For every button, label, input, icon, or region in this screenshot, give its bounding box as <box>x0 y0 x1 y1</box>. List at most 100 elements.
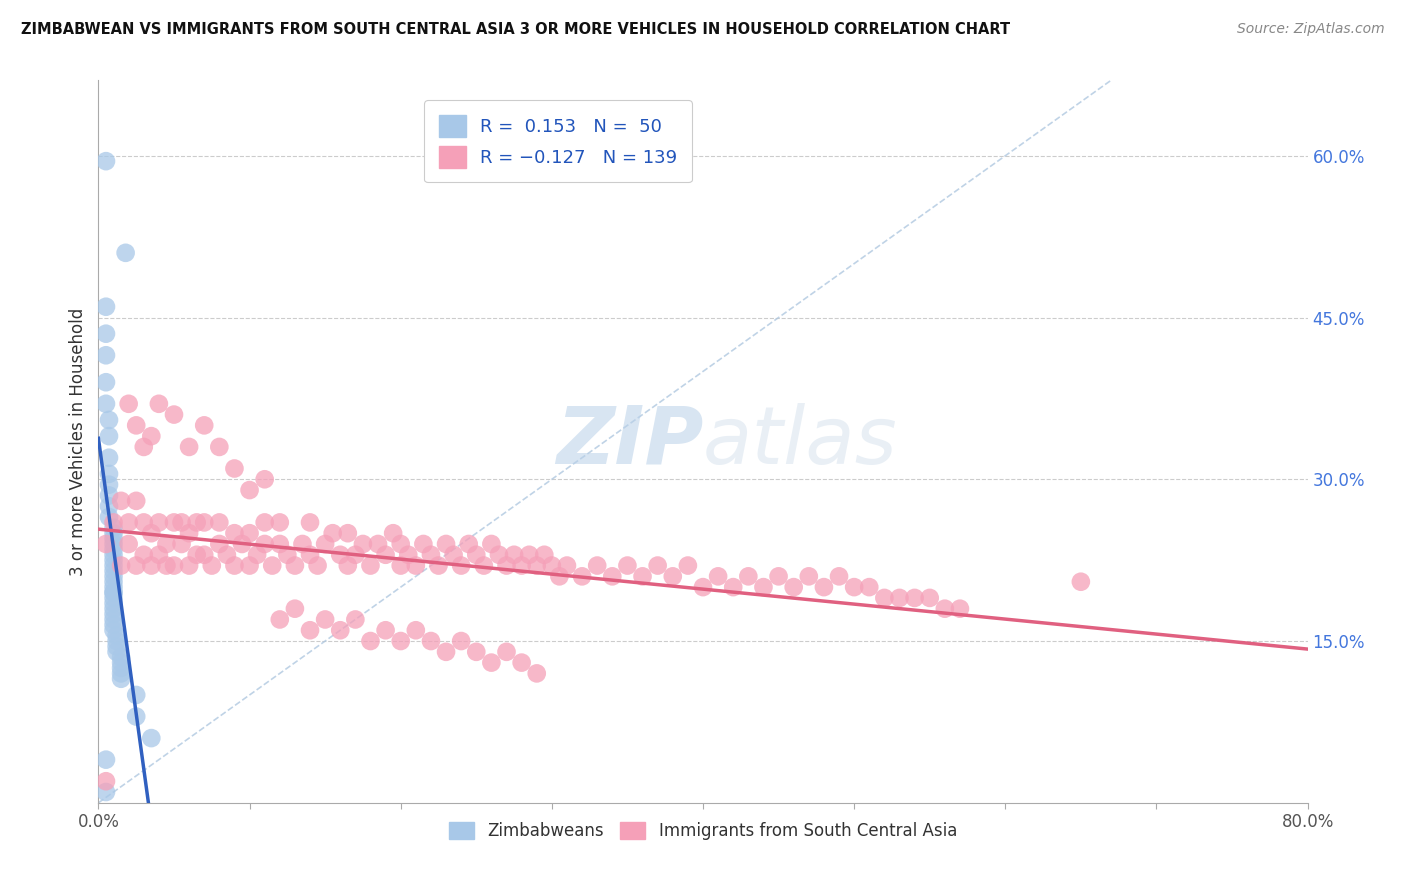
Point <box>98 429 121 443</box>
Point <box>215 548 238 562</box>
Point <box>103 553 125 567</box>
Point <box>94 753 117 767</box>
Point <box>105 629 128 643</box>
Point <box>132 440 155 454</box>
Point <box>110 650 132 665</box>
Point <box>103 564 125 578</box>
Point <box>148 548 170 562</box>
Point <box>412 537 434 551</box>
Point <box>253 537 276 551</box>
Point <box>540 558 562 573</box>
Point <box>586 558 609 573</box>
Point <box>98 450 121 465</box>
Text: atlas: atlas <box>703 402 898 481</box>
Point <box>602 569 624 583</box>
Point <box>904 591 927 605</box>
Point <box>105 640 128 654</box>
Point <box>103 601 125 615</box>
Point <box>231 537 253 551</box>
Point <box>155 558 177 573</box>
Point <box>284 601 307 615</box>
Point <box>179 558 201 573</box>
Point <box>94 785 117 799</box>
Point <box>98 488 121 502</box>
Point <box>450 634 472 648</box>
Point <box>179 526 201 541</box>
Point <box>631 569 654 583</box>
Point <box>269 516 291 530</box>
Point <box>374 624 396 638</box>
Point <box>103 624 125 638</box>
Point <box>510 656 533 670</box>
Point <box>813 580 835 594</box>
Point <box>208 537 231 551</box>
Point <box>360 634 382 648</box>
Point <box>98 500 121 514</box>
Point <box>360 558 382 573</box>
Point <box>299 516 322 530</box>
Point <box>141 526 163 541</box>
Point <box>676 558 699 573</box>
Point <box>94 537 117 551</box>
Point <box>118 516 141 530</box>
Point <box>481 537 503 551</box>
Point <box>94 348 117 362</box>
Point <box>148 516 170 530</box>
Point <box>155 537 177 551</box>
Point <box>103 580 125 594</box>
Point <box>170 516 193 530</box>
Point <box>291 537 314 551</box>
Point <box>201 558 224 573</box>
Point <box>889 591 911 605</box>
Point <box>163 516 186 530</box>
Point <box>858 580 880 594</box>
Point <box>329 548 352 562</box>
Point <box>98 510 121 524</box>
Point <box>110 656 132 670</box>
Point <box>125 688 148 702</box>
Point <box>783 580 806 594</box>
Point <box>465 645 488 659</box>
Point <box>517 548 540 562</box>
Point <box>94 326 117 341</box>
Point <box>389 634 412 648</box>
Point <box>224 558 246 573</box>
Point <box>132 548 155 562</box>
Point <box>434 645 457 659</box>
Point <box>125 558 148 573</box>
Point <box>103 585 125 599</box>
Point <box>526 666 548 681</box>
Point <box>367 537 389 551</box>
Point <box>382 526 405 541</box>
Point <box>752 580 775 594</box>
Point <box>125 709 148 723</box>
Point <box>692 580 714 594</box>
Point <box>103 574 125 589</box>
Point <box>443 548 465 562</box>
Point <box>934 601 956 615</box>
Point <box>103 558 125 573</box>
Point <box>98 477 121 491</box>
Point <box>495 645 517 659</box>
Point <box>797 569 820 583</box>
Point <box>239 526 262 541</box>
Point <box>94 774 117 789</box>
Point <box>170 537 193 551</box>
Text: ZIP: ZIP <box>555 402 703 481</box>
Point <box>105 634 128 648</box>
Point <box>336 558 359 573</box>
Point <box>481 656 503 670</box>
Point <box>844 580 866 594</box>
Point <box>103 596 125 610</box>
Point <box>103 532 125 546</box>
Point <box>224 526 246 541</box>
Point <box>307 558 329 573</box>
Point <box>94 376 117 390</box>
Point <box>253 472 276 486</box>
Point <box>434 537 457 551</box>
Point <box>110 493 132 508</box>
Point <box>103 537 125 551</box>
Point <box>336 526 359 541</box>
Point <box>110 666 132 681</box>
Point <box>246 548 269 562</box>
